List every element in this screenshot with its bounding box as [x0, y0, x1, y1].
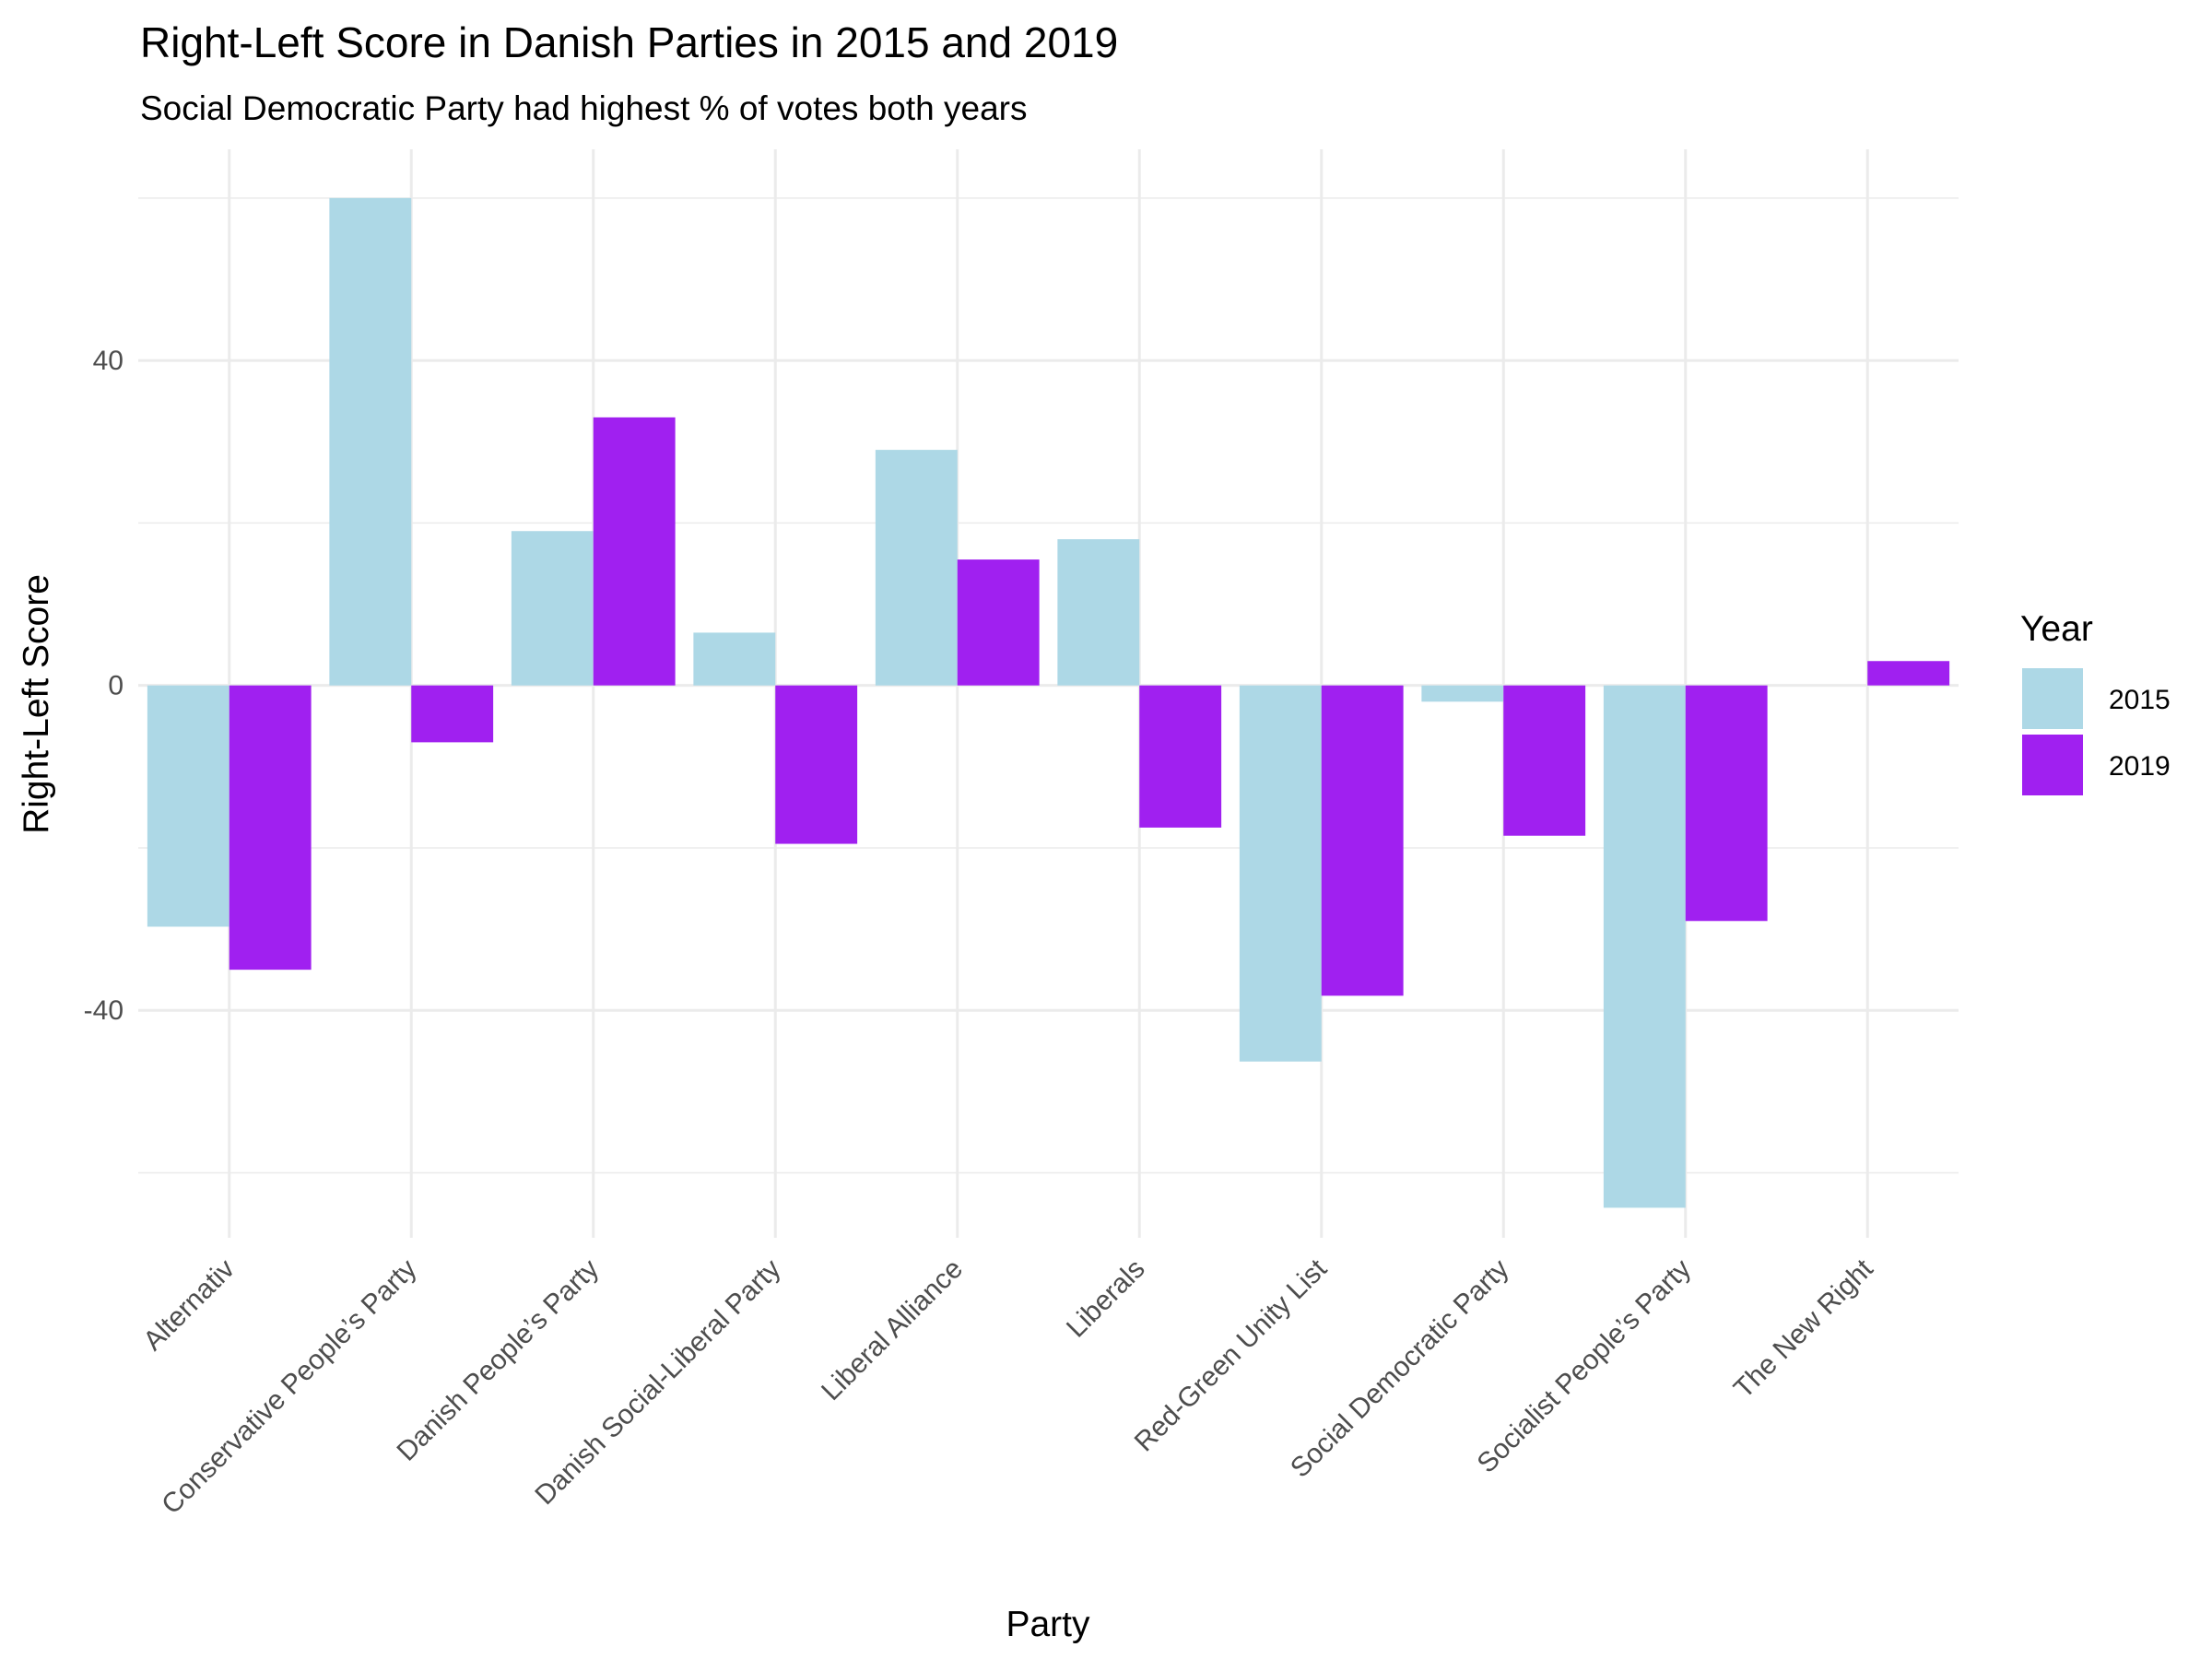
y-axis-ticks: -40 0 40	[84, 346, 124, 1026]
chart-subtitle: Social Democratic Party had highest % of…	[140, 89, 1027, 127]
bar-2019-1	[411, 685, 494, 743]
bar-2015-4	[875, 450, 958, 686]
bar-2015-5	[1057, 539, 1140, 686]
bar-2015-8	[1603, 685, 1686, 1208]
x-tick-label: Socialist People’s Party	[1472, 1253, 1698, 1479]
bar-2015-3	[693, 632, 776, 686]
bar-2015-7	[1421, 685, 1504, 702]
legend: Year 2015 2019	[2020, 609, 2171, 795]
x-axis-title: Party	[1006, 1605, 1090, 1644]
legend-label-2015: 2015	[2109, 685, 2171, 715]
bar-2019-0	[229, 685, 312, 971]
x-tick-label: The New Right	[1728, 1253, 1879, 1405]
x-tick-label: Red-Green Unity List	[1129, 1253, 1334, 1458]
legend-label-2019: 2019	[2109, 751, 2171, 782]
x-tick-label: Liberal Alliance	[816, 1253, 969, 1406]
y-tick-label: -40	[84, 995, 124, 1026]
y-tick-label: 0	[108, 671, 124, 701]
x-tick-label: Liberals	[1061, 1253, 1151, 1344]
bar-2019-3	[775, 685, 858, 844]
bar-2019-4	[957, 559, 1040, 686]
bar-2019-2	[593, 417, 676, 686]
bar-2015-1	[329, 197, 412, 686]
y-tick-label: 40	[93, 346, 124, 376]
bar-2015-0	[147, 685, 229, 927]
bars	[147, 197, 1950, 1208]
bar-2015-2	[511, 531, 594, 686]
legend-title: Year	[2020, 609, 2093, 649]
bar-2019-6	[1321, 685, 1404, 996]
bar-2019-8	[1685, 685, 1768, 922]
bar-2019-9	[1867, 661, 1950, 686]
x-tick-label: Alternativ	[137, 1253, 241, 1357]
legend-key-2015	[2022, 668, 2083, 729]
chart-title: Right-Left Score in Danish Parties in 20…	[140, 18, 1118, 66]
x-tick-label: Danish People’s Party	[391, 1253, 605, 1467]
bar-2019-5	[1139, 685, 1222, 828]
bar-2015-6	[1239, 685, 1322, 1062]
y-axis-title: Right-Left Score	[17, 574, 56, 834]
bar-2019-7	[1503, 685, 1586, 836]
legend-key-2019	[2022, 735, 2083, 795]
